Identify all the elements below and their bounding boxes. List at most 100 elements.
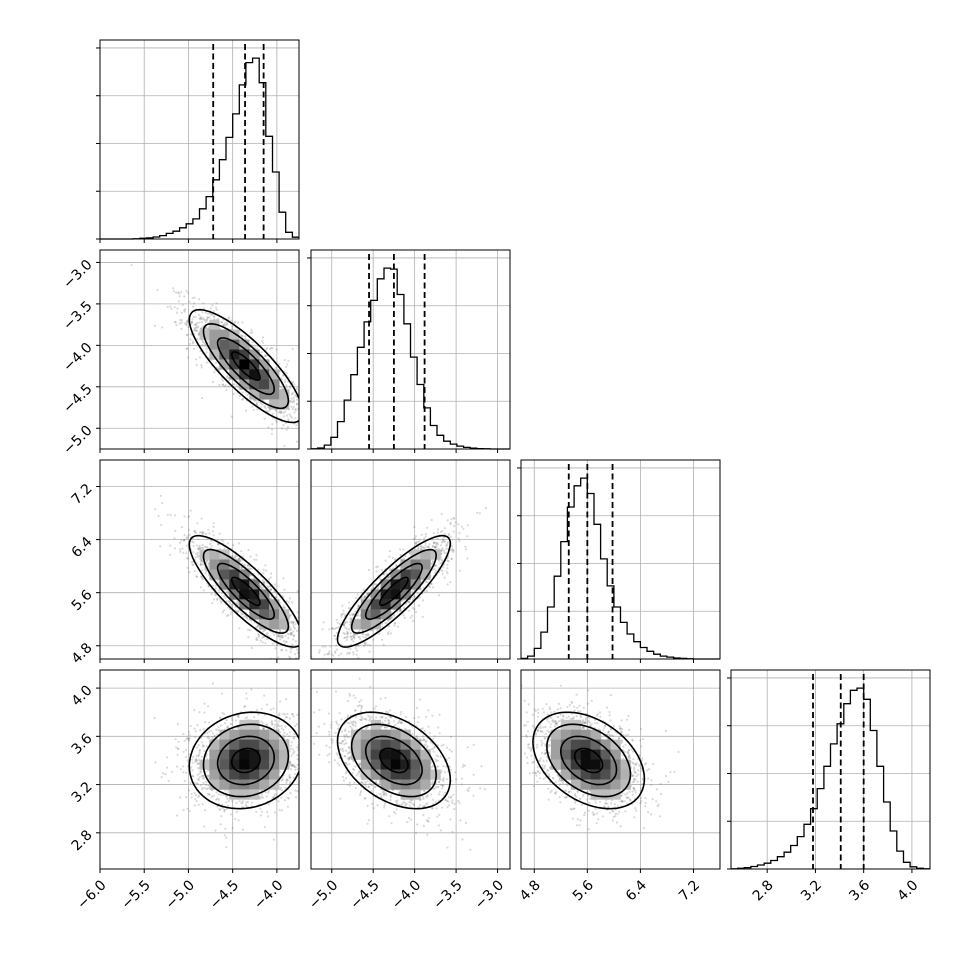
scatter-point bbox=[220, 321, 223, 324]
scatter-point bbox=[424, 541, 427, 545]
scatter-point bbox=[191, 342, 194, 345]
scatter-point bbox=[349, 647, 352, 651]
pair-panel-0-3 bbox=[99, 669, 300, 870]
scatter-point bbox=[274, 366, 278, 369]
scatter-point bbox=[191, 297, 194, 300]
scatter-point bbox=[292, 406, 295, 409]
scatter-point bbox=[400, 609, 403, 612]
scatter-point bbox=[446, 541, 449, 544]
scatter-point bbox=[387, 576, 390, 579]
scatter-point bbox=[340, 652, 343, 655]
scatter-point bbox=[294, 409, 297, 412]
scatter-point bbox=[356, 607, 359, 610]
scatter-point bbox=[367, 597, 370, 600]
scatter-point bbox=[280, 411, 283, 414]
density-cell bbox=[209, 559, 220, 570]
scatter-point bbox=[433, 541, 436, 545]
scatter-point bbox=[294, 417, 297, 420]
density-cell bbox=[269, 379, 280, 390]
scatter-point bbox=[206, 316, 210, 319]
scatter-point bbox=[295, 403, 298, 406]
scatter-point bbox=[236, 603, 239, 606]
scatter-point bbox=[457, 523, 460, 526]
scatter-point bbox=[350, 617, 354, 620]
scatter-point bbox=[355, 649, 359, 652]
contour-1 bbox=[216, 562, 276, 620]
scatter-point bbox=[223, 809, 226, 812]
scatter-point bbox=[288, 597, 291, 600]
scatter-point bbox=[412, 597, 415, 600]
scatter-point bbox=[335, 631, 339, 634]
scatter-point bbox=[342, 609, 345, 612]
panel-frame bbox=[310, 249, 511, 450]
scatter-point bbox=[438, 559, 441, 562]
scatter-point bbox=[288, 387, 292, 390]
scatter-point bbox=[205, 361, 208, 364]
density-cell bbox=[239, 359, 250, 370]
density-cell bbox=[269, 619, 280, 630]
scatter-point bbox=[352, 613, 355, 616]
scatter-point bbox=[241, 562, 244, 565]
scatter-point bbox=[236, 600, 239, 603]
scatter-point bbox=[417, 547, 420, 550]
scatter-point bbox=[446, 563, 449, 566]
scatter-point bbox=[283, 606, 286, 609]
scatter-point bbox=[417, 604, 420, 607]
scatter-point bbox=[364, 636, 367, 639]
scatter-point bbox=[236, 321, 240, 324]
scatter-point bbox=[441, 547, 444, 550]
scatter-point bbox=[408, 601, 411, 604]
scatter-point bbox=[271, 423, 274, 426]
scatter-point bbox=[263, 405, 266, 408]
scatter-point bbox=[201, 569, 204, 572]
contour-2 bbox=[202, 322, 290, 410]
density-cell bbox=[370, 609, 381, 620]
scatter-point bbox=[282, 415, 285, 418]
density-cell bbox=[259, 599, 270, 610]
scatter-point bbox=[199, 350, 202, 353]
scatter-point bbox=[270, 432, 273, 435]
scatter-point bbox=[214, 361, 217, 364]
scatter-point bbox=[212, 310, 215, 313]
scatter-point bbox=[363, 641, 366, 644]
scatter-point bbox=[353, 635, 356, 639]
scatter-point bbox=[174, 529, 177, 533]
scatter-point bbox=[198, 531, 202, 534]
scatter-point bbox=[195, 364, 198, 367]
scatter-point bbox=[199, 563, 202, 567]
density-cell bbox=[259, 619, 270, 630]
scatter-point bbox=[352, 653, 355, 656]
scatter-point bbox=[337, 626, 340, 629]
scatter-point bbox=[376, 587, 380, 590]
scatter-point bbox=[290, 416, 293, 419]
hist-panel-3 bbox=[727, 669, 931, 870]
scatter-point bbox=[204, 343, 207, 347]
scatter-point bbox=[257, 635, 260, 639]
scatter-point bbox=[194, 358, 198, 361]
scatter-point bbox=[249, 574, 252, 577]
scatter-point bbox=[193, 530, 196, 533]
scatter-point bbox=[399, 609, 402, 613]
scatter-point bbox=[259, 585, 262, 588]
scatter-point bbox=[192, 541, 195, 544]
scatter-point bbox=[349, 632, 352, 635]
scatter-point bbox=[237, 609, 240, 612]
scatter-point bbox=[294, 640, 297, 643]
scatter-point bbox=[186, 557, 189, 560]
scatter-point bbox=[186, 534, 190, 538]
scatter-point bbox=[255, 399, 258, 402]
scatter-point bbox=[286, 363, 289, 366]
density-cell bbox=[239, 339, 250, 350]
scatter-point bbox=[269, 588, 272, 591]
scatter-point bbox=[225, 600, 228, 603]
scatter-point bbox=[378, 632, 381, 635]
scatter-point bbox=[283, 381, 287, 384]
scatter-point bbox=[195, 552, 198, 555]
scatter-point bbox=[266, 638, 269, 641]
scatter-point bbox=[195, 575, 198, 578]
scatter-point bbox=[180, 319, 183, 322]
scatter-point bbox=[457, 537, 460, 540]
scatter-point bbox=[275, 348, 278, 351]
scatter-point bbox=[202, 563, 205, 566]
scatter-point bbox=[361, 629, 364, 632]
